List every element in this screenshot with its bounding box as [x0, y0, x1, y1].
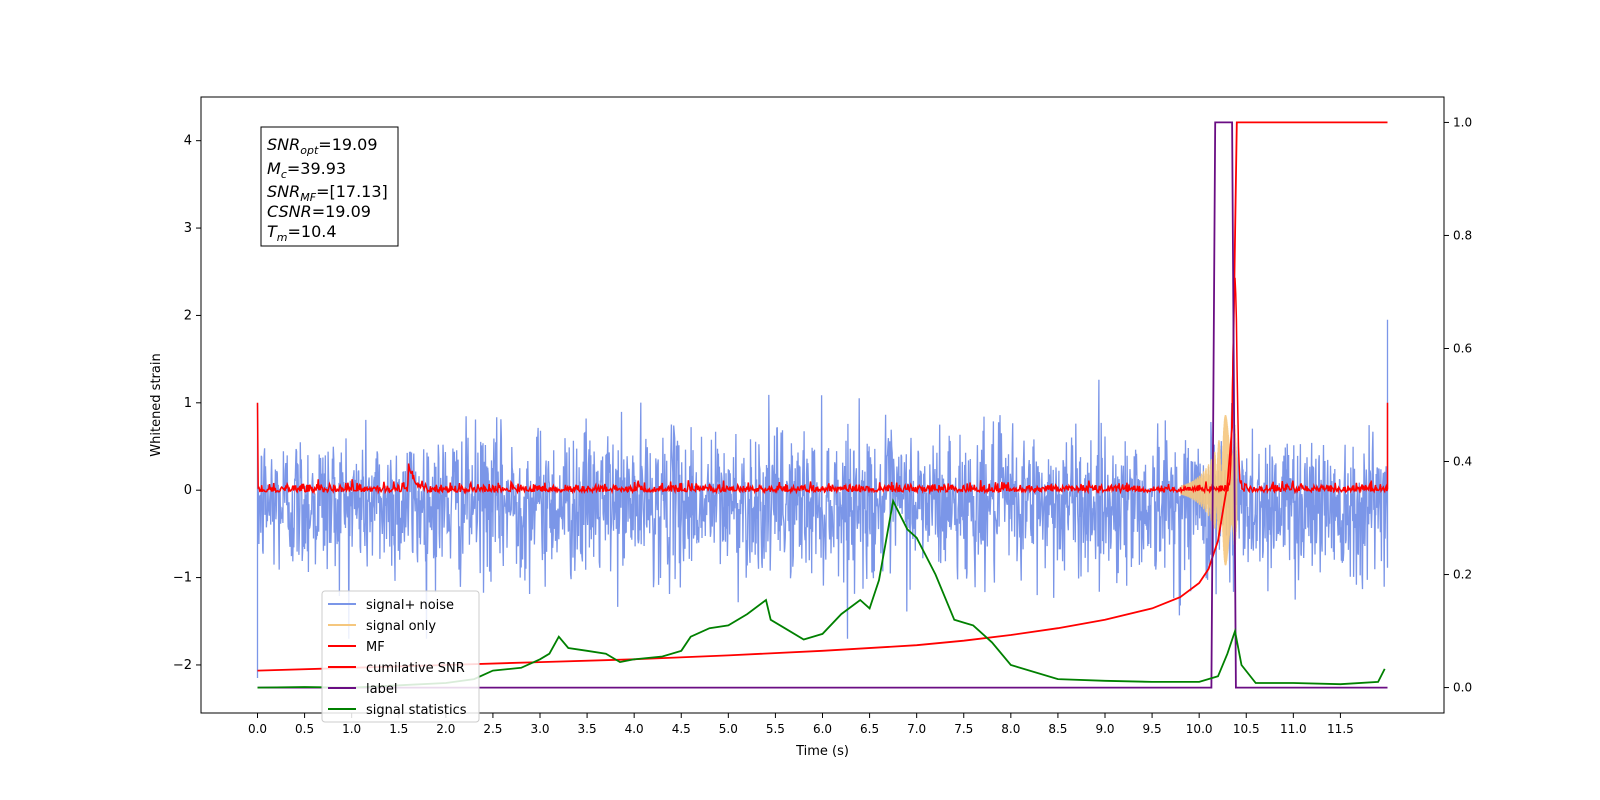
- x-tick-label: 3.5: [578, 722, 597, 736]
- legend-item-label: label: [328, 682, 397, 697]
- x-tick-label: 5.0: [719, 722, 738, 736]
- x-axis-label: Time (s): [795, 744, 849, 759]
- y2-tick-label: 0.0: [1453, 681, 1472, 695]
- legend: signal+ noise signal only MF cumilative …: [321, 590, 480, 723]
- y-tick-label: 1: [184, 396, 192, 411]
- x-tick-label: 0.5: [295, 722, 314, 736]
- y-axis-label: Whitened strain: [149, 353, 164, 456]
- axes: 0.0 0.5 1.0 1.5 2.0 2.5 3.0 3.5 4.0 4.5 5.0 5.5 6.0 6…: [149, 96, 1472, 759]
- legend-frame: [321, 590, 480, 723]
- info-snr-opt: SNRopt=19.09: [267, 135, 378, 157]
- y-tick-label: −2: [173, 658, 192, 673]
- info-tm: Tm=10.4: [267, 222, 337, 244]
- x-tick-label: 7.0: [907, 722, 926, 736]
- series-mf: [256, 277, 1389, 495]
- x-tick-label: 8.5: [1048, 722, 1067, 736]
- legend-item-signal-statistics: signal statistics: [328, 703, 467, 718]
- legend-item-mf: MF: [328, 640, 385, 655]
- y2-tick-label: 0.8: [1453, 228, 1472, 242]
- y-tick-label: 4: [184, 134, 192, 149]
- legend-label: signal only: [366, 619, 436, 634]
- series-label: [257, 121, 1388, 689]
- y-tick-label: 0: [184, 483, 192, 498]
- legend-label: MF: [366, 640, 385, 655]
- x-tick-label: 5.5: [766, 722, 785, 736]
- info-box-frame: [260, 126, 399, 247]
- legend-label: label: [366, 682, 397, 697]
- y-tick-label: −1: [173, 571, 192, 586]
- legend-item-signal-only: signal only: [328, 619, 436, 634]
- legend-item-cumilative-snr: cumilative SNR: [328, 661, 465, 676]
- x-tick-label: 7.5: [954, 722, 973, 736]
- x-tick-label: 11.0: [1280, 722, 1307, 736]
- y2-tick-label: 0.6: [1453, 341, 1472, 355]
- x-tick-label: 1.5: [389, 722, 408, 736]
- x-tick-label: 0.0: [248, 722, 267, 736]
- y-tick-label: 3: [184, 221, 192, 236]
- y2-tick-label: 0.4: [1453, 455, 1472, 469]
- legend-label: signal statistics: [366, 703, 467, 718]
- x-tick-label: 6.0: [813, 722, 832, 736]
- x-tick-label: 3.0: [530, 722, 549, 736]
- x-tick-label: 11.5: [1327, 722, 1354, 736]
- x-tick-label: 6.5: [860, 722, 879, 736]
- info-box: SNRopt=19.09 Mc=39.93 SNRMF=[17.13] CSNR…: [260, 126, 399, 247]
- series-signal-statistics: [257, 498, 1386, 689]
- legend-label: signal+ noise: [366, 598, 454, 613]
- legend-label: cumilative SNR: [366, 661, 465, 676]
- series-cumilative-snr: [257, 121, 1388, 672]
- y2-tick-label: 1.0: [1453, 115, 1472, 129]
- x-tick-label: 10.0: [1186, 722, 1213, 736]
- x-tick-label: 2.5: [483, 722, 502, 736]
- x-tick-label: 9.0: [1095, 722, 1114, 736]
- x-tick-label: 1.0: [342, 722, 361, 736]
- x-tick-label: 8.0: [1001, 722, 1020, 736]
- y2-tick-label: 0.2: [1453, 568, 1472, 582]
- legend-item-signal-noise: signal+ noise: [328, 598, 454, 613]
- x-tick-label: 4.5: [672, 722, 691, 736]
- info-csnr: CSNR=19.09: [267, 202, 371, 221]
- info-snr-mf: SNRMF=[17.13]: [267, 182, 388, 204]
- x-tick-label: 2.0: [436, 722, 455, 736]
- plot-area: [256, 121, 1389, 689]
- x-tick-label: 4.0: [625, 722, 644, 736]
- info-mc: Mc=39.93: [267, 159, 346, 181]
- x-tick-label: 9.5: [1143, 722, 1162, 736]
- y-tick-label: 2: [184, 308, 192, 323]
- x-tick-label: 10.5: [1233, 722, 1260, 736]
